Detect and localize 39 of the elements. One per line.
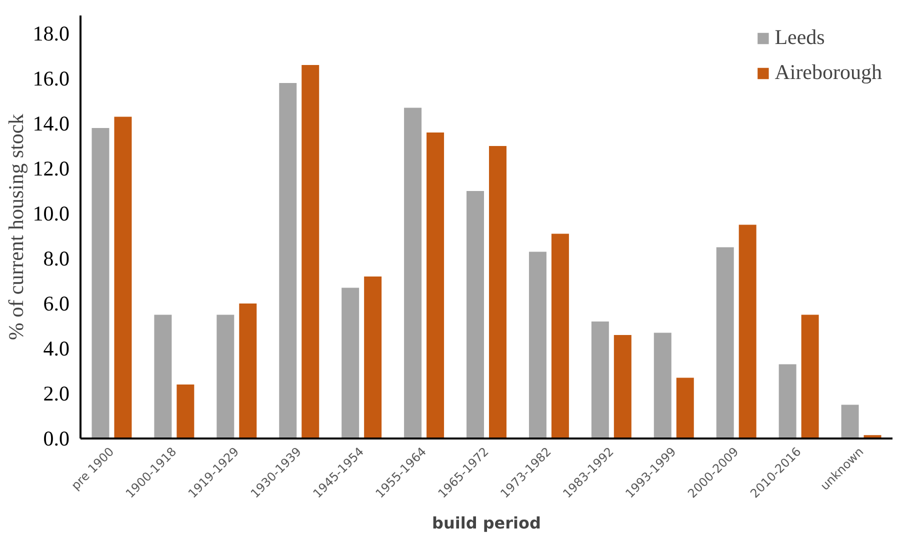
bar (654, 332, 672, 438)
y-tick-label: 2.0 (43, 382, 70, 406)
bar (426, 132, 444, 438)
bar (466, 191, 484, 438)
bar (342, 288, 360, 438)
bar (302, 65, 320, 438)
bar (239, 304, 257, 438)
bar (801, 314, 819, 438)
bar (489, 146, 506, 438)
bar (364, 276, 382, 438)
bar (114, 116, 132, 438)
y-tick-label: 4.0 (43, 336, 70, 360)
bar (216, 314, 234, 438)
y-tick-label: 12.0 (32, 156, 70, 180)
bar (778, 364, 796, 438)
y-tick-label: 14.0 (32, 112, 70, 136)
x-axis-title: build period (432, 514, 541, 533)
y-tick-label: 6.0 (43, 292, 70, 316)
bar (154, 314, 172, 438)
bar (551, 234, 569, 438)
y-tick-label: 8.0 (43, 246, 70, 270)
bar (279, 83, 297, 438)
y-tick-label: 0.0 (43, 426, 70, 450)
bar (676, 378, 694, 438)
y-tick-label: 18.0 (32, 22, 70, 46)
bar (738, 224, 756, 438)
y-axis-title: % of current housing stock (4, 113, 28, 340)
bar (176, 384, 194, 438)
bar (92, 128, 110, 438)
bar (614, 335, 632, 438)
bar (404, 108, 422, 438)
bar (528, 252, 546, 438)
y-tick-label: 10.0 (32, 202, 70, 226)
bar (591, 322, 609, 438)
legend-label: Leeds (774, 25, 825, 50)
bar (841, 404, 859, 438)
legend-label: Aireborough (774, 60, 882, 85)
y-tick-label: 16.0 (32, 66, 70, 90)
bar (716, 247, 734, 438)
